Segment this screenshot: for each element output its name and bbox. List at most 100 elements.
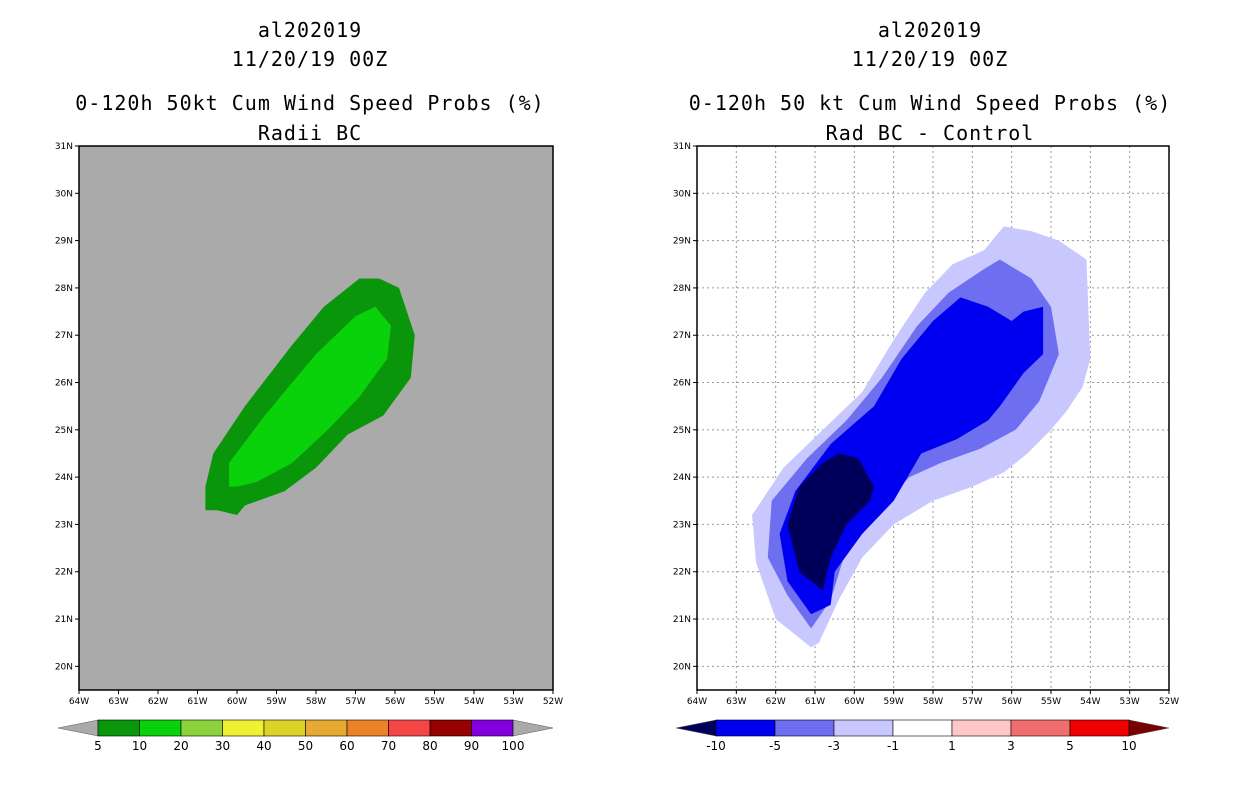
right-colorbar-label: -3 xyxy=(828,739,840,753)
right-x-tick-label: 62W xyxy=(765,697,785,707)
right-x-tick-label: 53W xyxy=(1119,697,1139,707)
left-x-tick-label: 60W xyxy=(227,697,247,707)
left-colorbar-label: 50 xyxy=(298,739,313,753)
left-contour-1 xyxy=(229,306,391,487)
right-colorbar-segment xyxy=(774,719,835,737)
right-colorbar-label: 3 xyxy=(1007,739,1015,753)
left-x-tick-label: 57W xyxy=(345,697,365,707)
right-x-tick-label: 61W xyxy=(805,697,825,707)
left-colorbar-label: 80 xyxy=(422,739,437,753)
left-colorbar-label: 40 xyxy=(256,739,271,753)
left-x-tick-label: 54W xyxy=(464,697,484,707)
right-x-tick-label: 64W xyxy=(687,697,707,707)
left-x-tick-label: 62W xyxy=(148,697,168,707)
left-colorbar-segment xyxy=(263,719,306,737)
left-colorbar-segment xyxy=(471,719,514,737)
left-y-tick-label: 28N xyxy=(55,284,73,294)
left-x-tick-label: 58W xyxy=(306,697,326,707)
left-y-tick-label: 23N xyxy=(55,520,73,530)
right-colorbar-segment xyxy=(715,719,776,737)
right-x-tick-label: 59W xyxy=(883,697,903,707)
right-colorbar-label: -1 xyxy=(887,739,899,753)
left-colorbar-segment xyxy=(97,719,140,737)
right-y-tick-label: 22N xyxy=(673,568,691,578)
left-colorbar-segment xyxy=(305,719,348,737)
right-chart-subtitle: Rad BC - Control xyxy=(825,121,1035,145)
right-colorbar-label: -5 xyxy=(769,739,781,753)
left-x-tick-label: 64W xyxy=(69,697,89,707)
right-x-tick-label: 52W xyxy=(1159,697,1179,707)
left-y-tick-label: 29N xyxy=(55,237,73,247)
right-y-tick-label: 20N xyxy=(673,662,691,672)
left-colorbar-label: 70 xyxy=(381,739,396,753)
right-case-id: al202019 xyxy=(877,18,983,42)
right-colorbar-label: 1 xyxy=(948,739,956,753)
left-colorbar-right-arrow xyxy=(512,719,554,737)
left-colorbar-label: 60 xyxy=(339,739,354,753)
left-colorbar-label: 30 xyxy=(215,739,230,753)
right-chart-title: 0-120h 50 kt Cum Wind Speed Probs (%) xyxy=(688,91,1172,115)
right-x-tick-label: 55W xyxy=(1041,697,1061,707)
left-y-tick-label: 21N xyxy=(55,615,73,625)
right-x-tick-label: 63W xyxy=(726,697,746,707)
right-y-tick-label: 25N xyxy=(673,426,691,436)
left-x-tick-label: 53W xyxy=(503,697,523,707)
left-chart-title: 0-120h 50kt Cum Wind Speed Probs (%) xyxy=(75,91,545,115)
left-y-tick-label: 31N xyxy=(55,142,73,152)
left-x-tick-label: 56W xyxy=(385,697,405,707)
left-x-tick-label: 61W xyxy=(187,697,207,707)
left-x-tick-label: 59W xyxy=(266,697,286,707)
right-colorbar-segment xyxy=(1010,719,1071,737)
right-colorbar-segment xyxy=(833,719,894,737)
left-colorbar-left-arrow xyxy=(57,719,99,737)
left-x-tick-label: 63W xyxy=(108,697,128,707)
left-datetime: 11/20/19 00Z xyxy=(231,47,389,71)
right-y-tick-label: 27N xyxy=(673,331,691,341)
right-y-tick-label: 31N xyxy=(673,142,691,152)
right-x-tick-label: 58W xyxy=(923,697,943,707)
right-colorbar-segment xyxy=(1069,719,1130,737)
right-colorbar-right-arrow xyxy=(1128,719,1170,737)
right-contour-3 xyxy=(787,453,874,591)
right-x-tick-label: 54W xyxy=(1080,697,1100,707)
right-colorbar-left-arrow xyxy=(675,719,717,737)
left-y-tick-label: 26N xyxy=(55,379,73,389)
left-colorbar-segment xyxy=(222,719,265,737)
left-colorbar-label: 20 xyxy=(173,739,188,753)
right-y-tick-label: 21N xyxy=(673,615,691,625)
left-y-tick-label: 22N xyxy=(55,568,73,578)
left-colorbar-segment xyxy=(139,719,182,737)
right-datetime: 11/20/19 00Z xyxy=(851,47,1009,71)
left-chart-subtitle: Radii BC xyxy=(257,121,363,145)
right-y-tick-label: 28N xyxy=(673,284,691,294)
right-y-tick-label: 29N xyxy=(673,237,691,247)
right-colorbar-segment xyxy=(951,719,1012,737)
left-colorbar-segment xyxy=(346,719,389,737)
right-colorbar-label: -10 xyxy=(706,739,726,753)
left-x-tick-label: 55W xyxy=(424,697,444,707)
left-colorbar-segment xyxy=(180,719,223,737)
left-y-tick-label: 25N xyxy=(55,426,73,436)
right-y-tick-label: 30N xyxy=(673,189,691,199)
left-case-id: al202019 xyxy=(257,18,363,42)
left-y-tick-label: 24N xyxy=(55,473,73,483)
right-colorbar-segment xyxy=(892,719,953,737)
left-colorbar-label: 90 xyxy=(464,739,479,753)
left-y-tick-label: 20N xyxy=(55,662,73,672)
left-colorbar-label: 100 xyxy=(502,739,525,753)
left-colorbar-segment xyxy=(388,719,431,737)
left-x-tick-label: 52W xyxy=(543,697,563,707)
right-y-tick-label: 23N xyxy=(673,520,691,530)
right-x-tick-label: 60W xyxy=(844,697,864,707)
left-y-tick-label: 30N xyxy=(55,189,73,199)
left-y-tick-label: 27N xyxy=(55,331,73,341)
right-contour-2 xyxy=(779,297,1044,615)
left-colorbar-segment xyxy=(429,719,472,737)
right-y-tick-label: 24N xyxy=(673,473,691,483)
left-colorbar-label: 5 xyxy=(94,739,102,753)
right-colorbar-label: 5 xyxy=(1066,739,1074,753)
right-x-tick-label: 56W xyxy=(1001,697,1021,707)
right-x-tick-label: 57W xyxy=(962,697,982,707)
